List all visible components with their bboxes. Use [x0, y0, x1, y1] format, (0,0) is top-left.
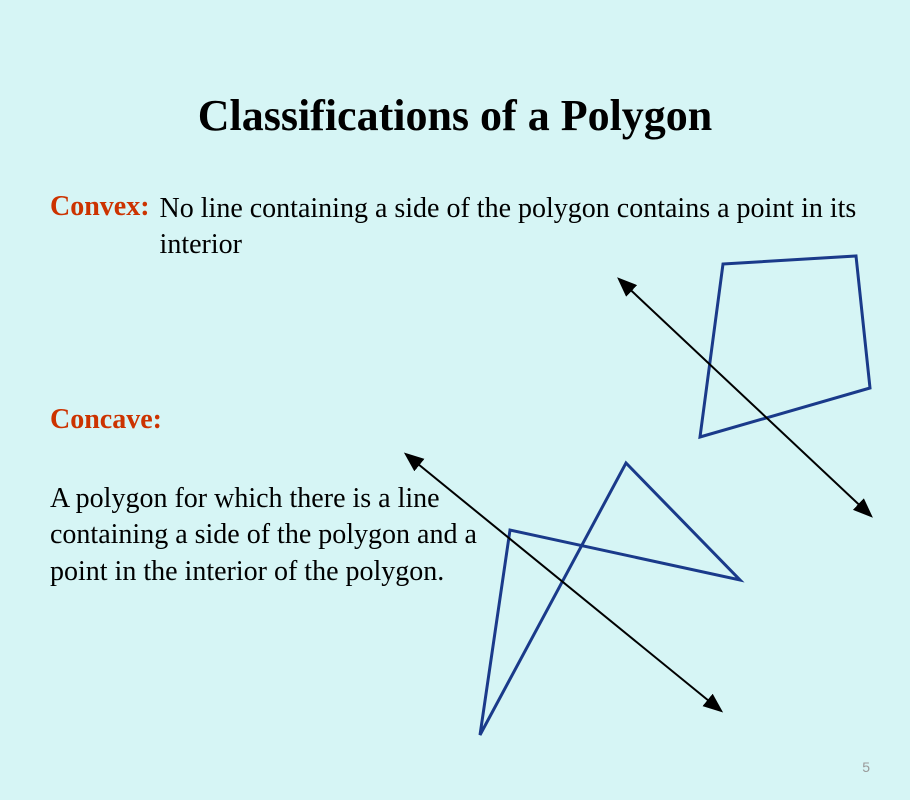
page-title: Classifications of a Polygon: [0, 0, 910, 191]
page-number: 5: [862, 759, 870, 775]
concave-label: Concave:: [50, 404, 860, 436]
concave-definition: A polygon for which there is a line cont…: [50, 481, 480, 590]
convex-definition-row: Convex: No line containing a side of the…: [50, 191, 860, 264]
convex-definition: No line containing a side of the polygon…: [160, 191, 860, 264]
convex-label: Convex:: [50, 191, 150, 223]
content-area: Convex: No line containing a side of the…: [0, 191, 910, 590]
